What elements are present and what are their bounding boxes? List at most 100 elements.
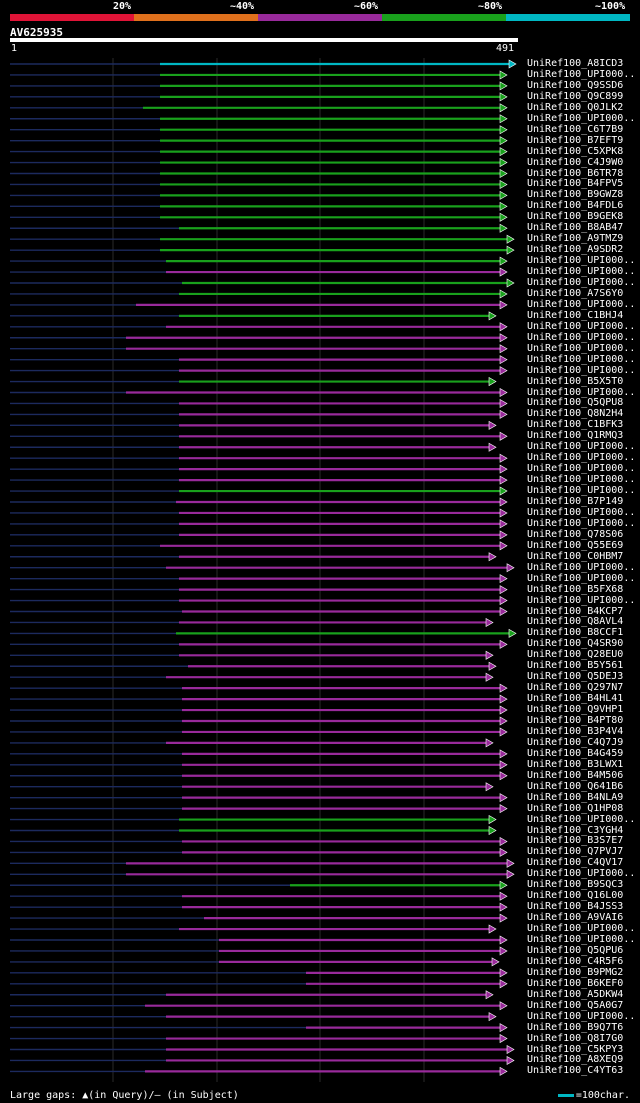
- hit-name-link[interactable]: UniRef100_UPI000..: [527, 266, 636, 278]
- hit-name-link[interactable]: UniRef100_A7S6Y0: [527, 287, 624, 299]
- hit-name-link[interactable]: UniRef100_UPI000..: [527, 331, 636, 343]
- hit-arrow: [499, 201, 508, 211]
- hit-name-link[interactable]: UniRef100_Q8I7G0: [527, 1032, 624, 1044]
- hit-name-link[interactable]: UniRef100_C5KPY3: [527, 1043, 624, 1055]
- hit-name-link[interactable]: UniRef100_B4NLA9: [527, 791, 624, 803]
- hit-name-link[interactable]: UniRef100_B8AB47: [527, 222, 624, 234]
- hit-name-link[interactable]: UniRef100_C4J9W0: [527, 156, 624, 168]
- hit-name-link[interactable]: UniRef100_Q5QPU6: [527, 944, 624, 956]
- hit-name-link[interactable]: UniRef100_UPI000..: [527, 485, 636, 497]
- hit-name-link[interactable]: UniRef100_Q55E69: [527, 539, 624, 551]
- hit-name-link[interactable]: UniRef100_A5DKW4: [527, 988, 624, 1000]
- hit-name-link[interactable]: UniRef100_C4YT63: [527, 1065, 624, 1077]
- hit-name-link[interactable]: UniRef100_Q5A0G7: [527, 999, 624, 1011]
- hit-name-link[interactable]: UniRef100_C6T7B9: [527, 123, 624, 135]
- hit-arrow: [488, 815, 497, 825]
- hit-name-link[interactable]: UniRef100_UPI000..: [527, 474, 636, 486]
- hit-name-link[interactable]: UniRef100_B3P4V4: [527, 725, 624, 737]
- hit-name-link[interactable]: UniRef100_C4QV17: [527, 857, 624, 869]
- hit-arrow: [499, 891, 508, 901]
- hit-name-link[interactable]: UniRef100_B4FPV5: [527, 178, 624, 190]
- hit-name-link[interactable]: UniRef100_B9GEK8: [527, 211, 624, 223]
- hit-name-link[interactable]: UniRef100_Q78S06: [527, 528, 624, 540]
- hit-name-link[interactable]: UniRef100_B7EFT9: [527, 134, 624, 146]
- alignment-row: [10, 333, 508, 343]
- hit-name-link[interactable]: UniRef100_C1BHJ4: [527, 309, 624, 321]
- hit-name-link[interactable]: UniRef100_UPI000..: [527, 506, 636, 518]
- hit-name-link[interactable]: UniRef100_Q0JLK2: [527, 101, 624, 113]
- hit-name-link[interactable]: UniRef100_UPI000..: [527, 572, 636, 584]
- hit-name-link[interactable]: UniRef100_Q7PVJ7: [527, 846, 624, 858]
- hit-name-link[interactable]: UniRef100_B9GWZ8: [527, 189, 624, 201]
- hit-name-link[interactable]: UniRef100_A9TMZ9: [527, 233, 624, 245]
- hit-name-link[interactable]: UniRef100_UPI000..: [527, 320, 636, 332]
- hit-name-link[interactable]: UniRef100_B6TR78: [527, 167, 624, 179]
- hit-name-link[interactable]: UniRef100_B3LWX1: [527, 758, 624, 770]
- hit-name-link[interactable]: UniRef100_UPI000..: [527, 934, 636, 945]
- hit-name-link[interactable]: UniRef100_C0HBM7: [527, 550, 624, 562]
- hit-name-link[interactable]: UniRef100_UPI000..: [527, 353, 636, 365]
- hit-name-link[interactable]: UniRef100_Q28EU0: [527, 649, 624, 661]
- hit-name-link[interactable]: UniRef100_UPI000..: [527, 452, 636, 464]
- hit-name-link[interactable]: UniRef100_UPI000..: [527, 386, 636, 398]
- hit-name-link[interactable]: UniRef100_B5FX68: [527, 583, 624, 595]
- hit-name-link[interactable]: UniRef100_C4R5F6: [527, 955, 624, 967]
- hit-name-link[interactable]: UniRef100_A9SDR2: [527, 244, 624, 256]
- alignment-row: [10, 793, 508, 803]
- hit-name-link[interactable]: UniRef100_UPI000..: [527, 923, 636, 935]
- hit-name-link[interactable]: UniRef100_B9Q7T6: [527, 1021, 624, 1033]
- hit-name-link[interactable]: UniRef100_UPI000..: [527, 277, 636, 288]
- hit-name-link[interactable]: UniRef100_Q1HP08: [527, 802, 624, 814]
- hit-name-link[interactable]: UniRef100_Q5DEJ3: [527, 671, 624, 683]
- hit-name-link[interactable]: UniRef100_B4M506: [527, 769, 624, 781]
- hit-name-link[interactable]: UniRef100_UPI000..: [527, 463, 636, 475]
- hit-name-link[interactable]: UniRef100_UPI000..: [527, 441, 636, 453]
- hit-name-link[interactable]: UniRef100_Q8N2H4: [527, 408, 624, 420]
- hit-arrow: [499, 705, 508, 715]
- hit-name-link[interactable]: UniRef100_UPI000..: [527, 364, 636, 376]
- hit-name-link[interactable]: UniRef100_C4Q7J9: [527, 736, 624, 748]
- hit-name-link[interactable]: UniRef100_UPI000..: [527, 594, 636, 606]
- hit-name-link[interactable]: UniRef100_Q9SSD6: [527, 79, 624, 91]
- hit-name-link[interactable]: UniRef100_UPI000..: [527, 868, 636, 880]
- hit-name-link[interactable]: UniRef100_A8XEQ9: [527, 1054, 624, 1066]
- hit-name-link[interactable]: UniRef100_B9SQC3: [527, 879, 624, 891]
- hit-name-link[interactable]: UniRef100_B5Y561: [527, 660, 624, 672]
- hit-name-link[interactable]: UniRef100_B9PMG2: [527, 966, 624, 978]
- hit-name-link[interactable]: UniRef100_B4FDL6: [527, 200, 624, 212]
- alignment-row: [10, 913, 508, 923]
- hit-name-link[interactable]: UniRef100_UPI000..: [527, 298, 636, 310]
- hit-name-link[interactable]: UniRef100_B4JSS3: [527, 901, 624, 913]
- hit-name-link[interactable]: UniRef100_UPI000..: [527, 813, 636, 825]
- hit-name-link[interactable]: UniRef100_Q4SR90: [527, 638, 624, 650]
- hit-name-link[interactable]: UniRef100_B7P149: [527, 496, 624, 507]
- hit-name-link[interactable]: UniRef100_C3YGH4: [527, 824, 624, 836]
- hit-name-link[interactable]: UniRef100_UPI000..: [527, 342, 636, 354]
- hit-name-link[interactable]: UniRef100_A9VAI6: [527, 912, 624, 924]
- hit-name-link[interactable]: UniRef100_Q5QPU8: [527, 397, 624, 409]
- hit-name-link[interactable]: UniRef100_UPI000..: [527, 561, 636, 573]
- hit-name-link[interactable]: UniRef100_UPI000..: [527, 255, 636, 267]
- hit-name-link[interactable]: UniRef100_B4G459: [527, 747, 624, 759]
- hit-name-link[interactable]: UniRef100_B4PT80: [527, 715, 624, 726]
- hit-name-link[interactable]: UniRef100_B4KCP7: [527, 605, 624, 617]
- hit-name-link[interactable]: UniRef100_C1BFK3: [527, 419, 624, 431]
- hit-name-link[interactable]: UniRef100_A8ICD3: [527, 58, 624, 69]
- hit-name-link[interactable]: UniRef100_Q9C899: [527, 90, 624, 102]
- hit-name-link[interactable]: UniRef100_UPI000..: [527, 68, 636, 80]
- hit-name-link[interactable]: UniRef100_B8CCF1: [527, 627, 624, 639]
- hit-name-link[interactable]: UniRef100_UPI000..: [527, 1010, 636, 1022]
- hit-name-link[interactable]: UniRef100_Q641B6: [527, 780, 624, 792]
- hit-name-link[interactable]: UniRef100_B3S7E7: [527, 835, 624, 847]
- hit-name-link[interactable]: UniRef100_B6KEF0: [527, 977, 624, 989]
- hit-name-link[interactable]: UniRef100_Q8AVL4: [527, 616, 624, 628]
- hit-name-link[interactable]: UniRef100_Q9VHP1: [527, 704, 624, 716]
- hit-name-link[interactable]: UniRef100_B5X5T0: [527, 375, 624, 387]
- hit-name-link[interactable]: UniRef100_UPI000..: [527, 517, 636, 529]
- hit-name-link[interactable]: UniRef100_C5XPK8: [527, 145, 624, 157]
- hit-name-link[interactable]: UniRef100_Q1RMQ3: [527, 430, 624, 442]
- hit-name-link[interactable]: UniRef100_Q16L00: [527, 890, 624, 902]
- hit-name-link[interactable]: UniRef100_UPI000..: [527, 112, 636, 124]
- hit-name-link[interactable]: UniRef100_B4HL41: [527, 693, 624, 705]
- hit-name-link[interactable]: UniRef100_Q297N7: [527, 682, 624, 694]
